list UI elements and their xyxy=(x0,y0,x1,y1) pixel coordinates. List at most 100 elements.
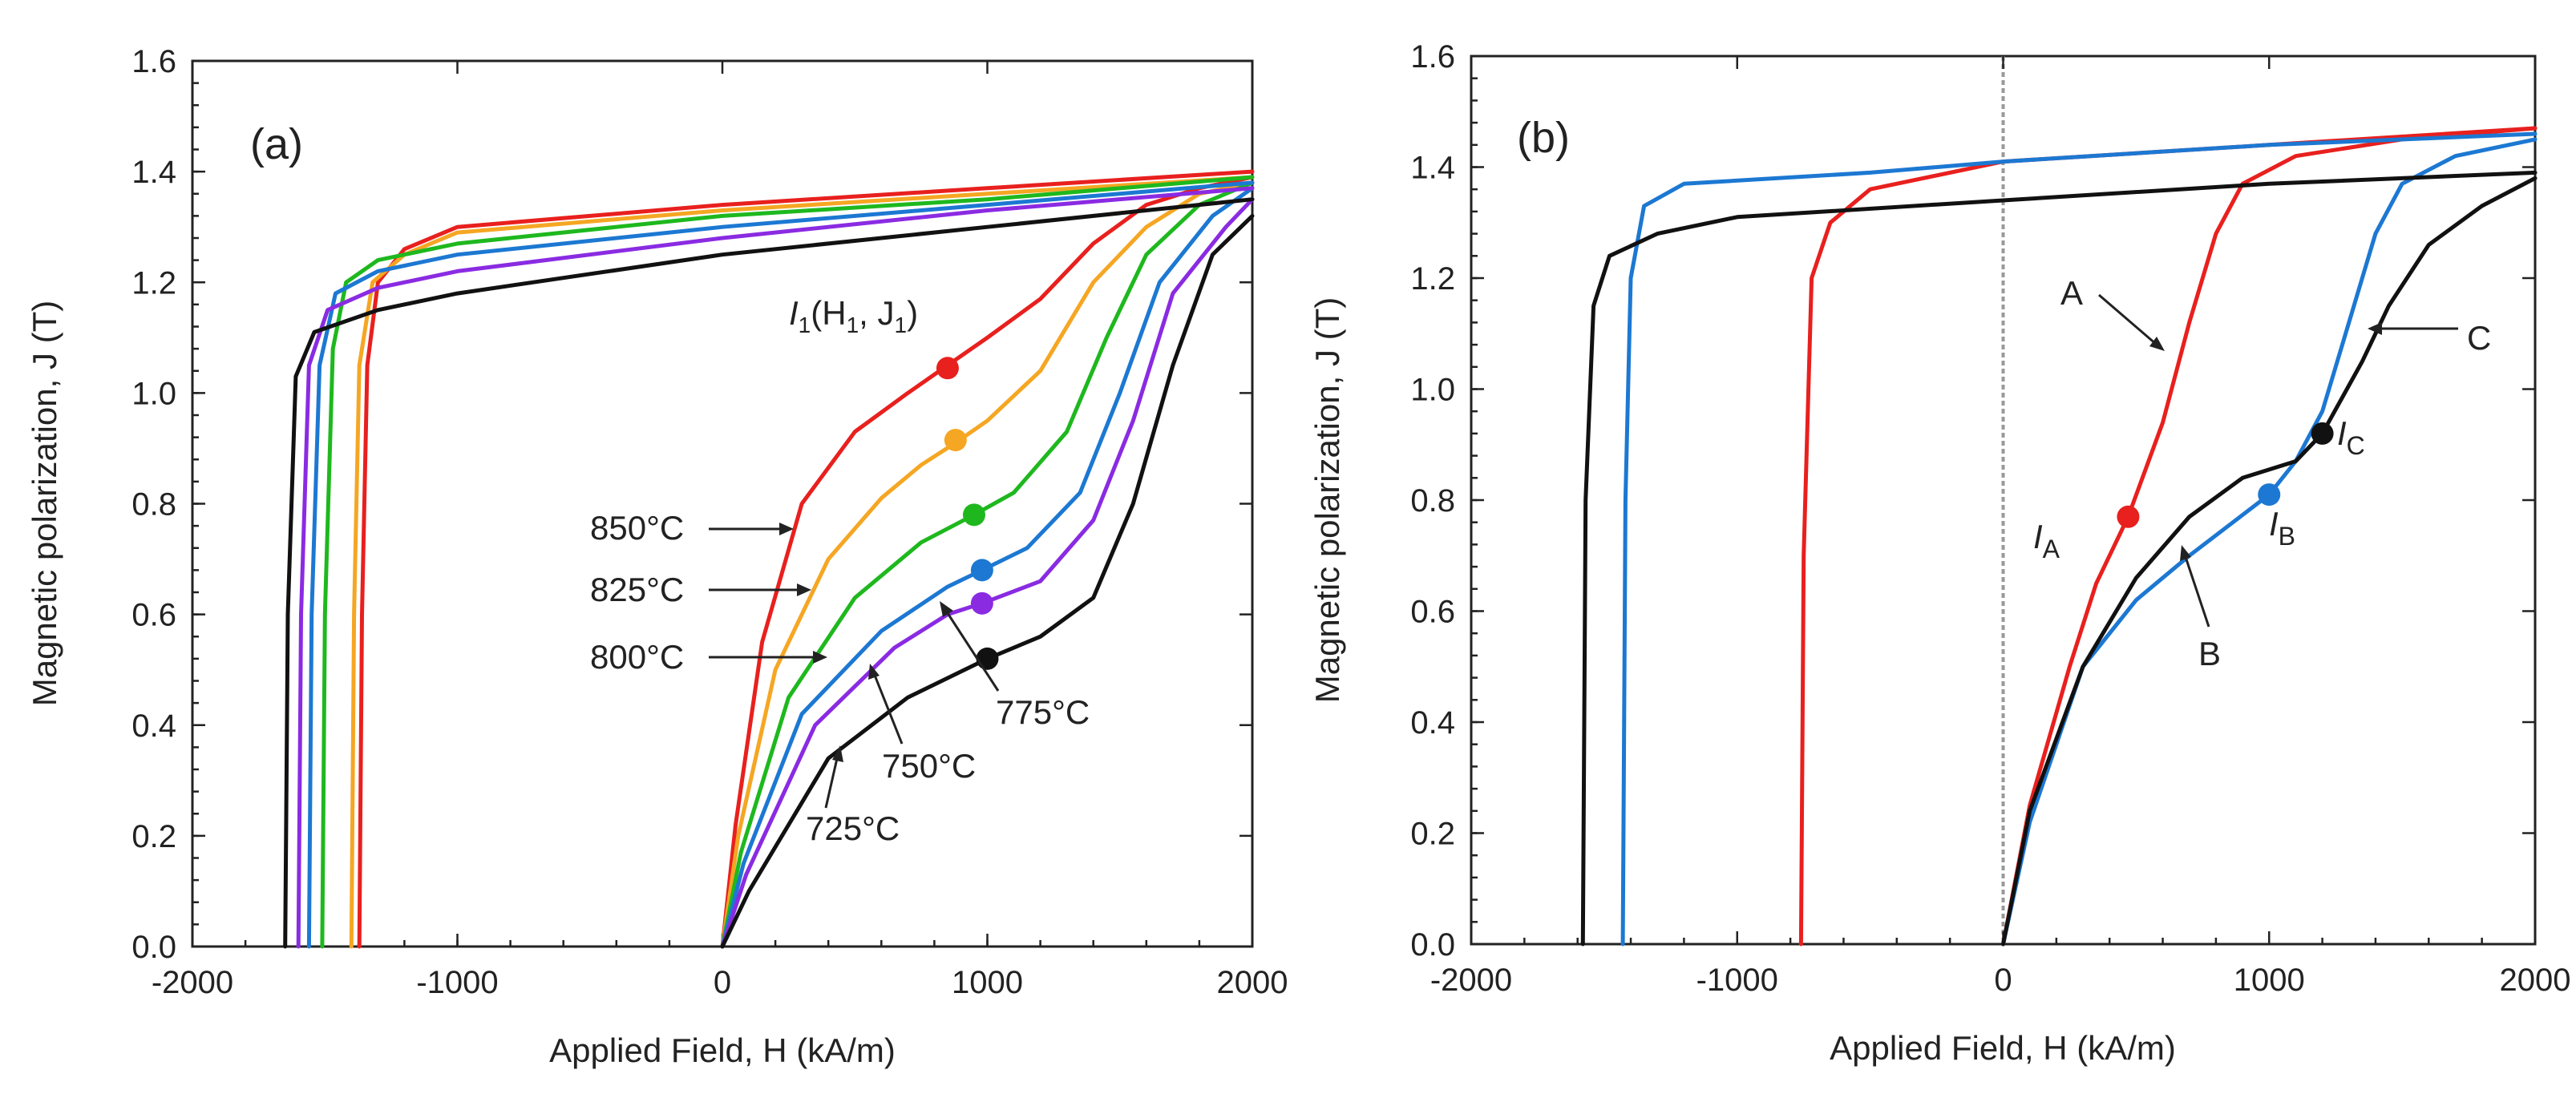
x-tick-label: 1000 xyxy=(2234,963,2305,998)
annotation-800c: 800°C xyxy=(590,638,684,676)
y-tick-label: 1.0 xyxy=(1410,373,1455,408)
annotation-c: C xyxy=(2467,319,2491,357)
panel-b-curves xyxy=(1580,126,2538,947)
panel-b-ticks: -2000 -1000 0 1000 2000 0.0 0.2 0.4 0.6 0.8 1.0 1.2… xyxy=(1410,39,2570,998)
arrow-725c xyxy=(824,754,839,809)
marker-750c xyxy=(970,591,993,615)
panel-b-ylabel: Magnetic polarization, J (T) xyxy=(1308,297,1346,704)
y-tick-label: 1.6 xyxy=(131,44,176,79)
marker-775c xyxy=(970,559,993,582)
arrowhead-750c xyxy=(868,664,880,680)
x-tick-label: -2000 xyxy=(1430,963,1512,998)
arrowhead-a xyxy=(2149,337,2165,351)
arrow-750c xyxy=(872,672,904,745)
ann-i1-sub3: 1 xyxy=(895,313,908,337)
arrowhead-825c xyxy=(797,583,811,596)
x-tick-label: 2000 xyxy=(2500,963,2571,998)
x-tick-label: 1000 xyxy=(952,965,1023,1000)
x-tick-label: 0 xyxy=(1994,963,2012,998)
marker-800c xyxy=(962,503,985,527)
series-c-branch-initial xyxy=(2001,176,2538,947)
panel-b-label: (b) xyxy=(1517,114,1570,162)
y-tick-label: 0.6 xyxy=(131,598,176,633)
series-c-branch-upper xyxy=(1580,170,2538,947)
panel-b-markers xyxy=(2117,422,2334,528)
annotation-725c: 725°C xyxy=(806,809,900,847)
panel-b-chart: -2000 -1000 0 1000 2000 0.0 0.2 0.4 0.6 0.8 1.0 1.2… xyxy=(1308,39,2570,1067)
series-775c-branch-upper xyxy=(306,180,1255,949)
arrow-b xyxy=(2183,554,2210,628)
series-725c-branch-initial xyxy=(720,213,1255,949)
marker-825c xyxy=(944,429,967,452)
y-tick-label: 1.4 xyxy=(131,155,176,190)
y-tick-label: 0.8 xyxy=(131,487,176,523)
series-825c-branch-upper xyxy=(349,175,1255,949)
marker-label-ic: IC xyxy=(2337,414,2365,460)
x-tick-label: -2000 xyxy=(152,965,233,1000)
annotation-775c: 775°C xyxy=(996,693,1090,731)
y-tick-label: 1.2 xyxy=(1410,261,1455,297)
y-tick-label: 1.2 xyxy=(131,265,176,301)
arrow-a xyxy=(2098,293,2157,346)
series-750c-branch-initial xyxy=(720,197,1255,949)
panel-a-xlabel: Applied Field, H (kA/m) xyxy=(549,1031,896,1069)
ann-i1-sub1: 1 xyxy=(799,313,811,337)
series-b-branch-upper xyxy=(1620,131,2538,947)
marker-850c xyxy=(936,357,959,380)
arrowhead-725c xyxy=(832,745,843,762)
arrowhead-c xyxy=(2368,322,2382,335)
marker-c xyxy=(2311,422,2334,445)
ib-main: I xyxy=(2269,505,2279,543)
ib-sub: B xyxy=(2279,522,2295,551)
y-tick-label: 0.8 xyxy=(1410,483,1455,519)
ann-i1-mid2: , J xyxy=(859,294,894,332)
ann-i1-mid: (H xyxy=(811,294,846,332)
series-a-branch-initial xyxy=(2001,126,2538,947)
annotation-i1-label: I1(H1, J1) xyxy=(789,294,918,337)
series-850c-branch-upper xyxy=(357,169,1255,949)
series-775c-branch-initial xyxy=(720,186,1255,949)
annotation-b: B xyxy=(2198,635,2221,672)
series-725c-branch-upper xyxy=(283,197,1255,949)
annotation-825c: 825°C xyxy=(590,571,684,608)
annotation-750c: 750°C xyxy=(882,747,976,785)
arrow-775c xyxy=(944,610,1000,692)
y-tick-label: 0.0 xyxy=(131,930,176,965)
series-800c-branch-initial xyxy=(720,180,1255,949)
series-750c-branch-upper xyxy=(296,186,1255,949)
y-tick-label: 0.4 xyxy=(1410,705,1455,741)
arrowhead-775c xyxy=(940,601,953,617)
y-tick-label: 1.6 xyxy=(1410,39,1455,75)
marker-b xyxy=(2258,483,2281,507)
y-tick-label: 0.4 xyxy=(131,708,176,744)
y-tick-label: 0.2 xyxy=(1410,817,1455,852)
marker-a xyxy=(2117,505,2140,528)
ia-sub: A xyxy=(2043,535,2060,563)
panel-a-chart: -2000 -1000 0 1000 2000 0.0 0.2 0.4 0.6 0.8 1.0 1.2… xyxy=(26,44,1288,1069)
x-tick-label: -1000 xyxy=(416,965,498,1000)
marker-725c xyxy=(976,647,999,670)
arrowhead-850c xyxy=(779,523,794,535)
panel-a-ylabel: Magnetic polarization, J (T) xyxy=(26,301,63,707)
marker-label-ib: IB xyxy=(2269,505,2295,551)
panel-a-curves xyxy=(283,169,1255,949)
y-tick-label: 0.6 xyxy=(1410,595,1455,630)
y-tick-label: 1.0 xyxy=(131,376,176,411)
marker-label-ia: IA xyxy=(2033,518,2060,563)
panel-a-label: (a) xyxy=(250,120,303,168)
ic-main: I xyxy=(2337,414,2347,452)
ann-i1-main: I xyxy=(789,294,799,332)
series-800c-branch-upper xyxy=(320,175,1255,949)
ann-i1-sub2: 1 xyxy=(847,313,859,337)
y-tick-label: 0.2 xyxy=(131,819,176,854)
x-tick-label: 2000 xyxy=(1217,965,1288,1000)
x-tick-label: -1000 xyxy=(1696,963,1778,998)
panel-b-xlabel: Applied Field, H (kA/m) xyxy=(1830,1029,2176,1067)
y-tick-label: 0.0 xyxy=(1410,927,1455,963)
arrowhead-800c xyxy=(813,651,827,664)
arrowhead-b xyxy=(2180,545,2191,561)
y-tick-label: 1.4 xyxy=(1410,151,1455,186)
x-tick-label: 0 xyxy=(714,965,731,1000)
panel-a-ticks: -2000 -1000 0 1000 2000 0.0 0.2 0.4 0.6 0.8 1.0 1.2… xyxy=(131,44,1288,1000)
